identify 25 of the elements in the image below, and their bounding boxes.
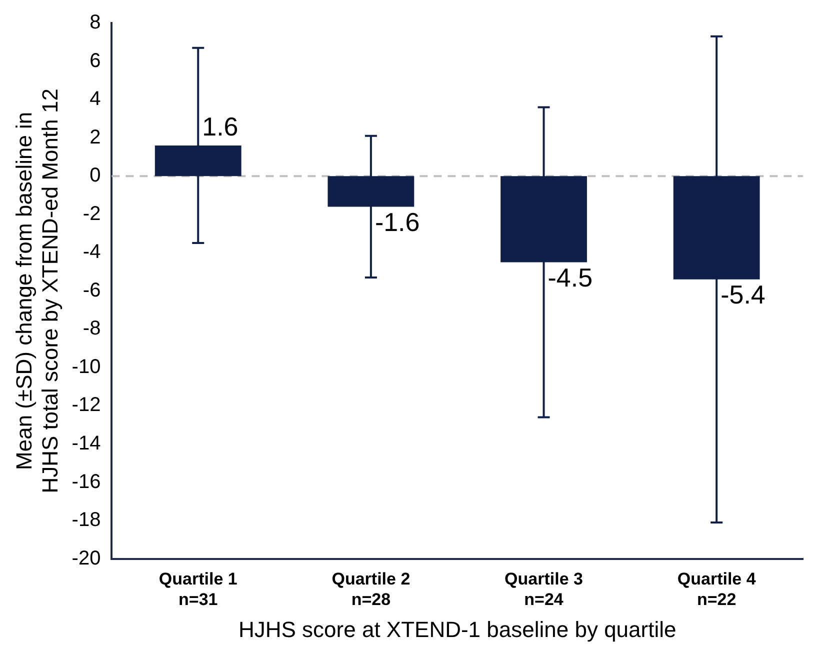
y-tick-label: -2: [82, 202, 101, 225]
data-label: 1.6: [202, 112, 238, 142]
x-tick-label: Quartile 1 n=31: [158, 570, 238, 610]
x-tick-label: Quartile 2 n=28: [332, 570, 410, 610]
y-tick-label: 4: [90, 88, 101, 110]
y-tick-label: -14: [72, 432, 101, 454]
y-tick-label: -20: [72, 547, 101, 570]
data-label: -4.5: [548, 262, 593, 292]
y-tick-label: -8: [82, 318, 101, 340]
y-tick-label: 6: [90, 50, 101, 72]
data-label: -5.4: [720, 280, 766, 310]
y-tick-label: 0: [90, 164, 101, 187]
x-tick-label: Quartile 4 n=22: [677, 570, 756, 610]
y-tick-label: -6: [82, 279, 101, 302]
y-axis-title: Mean (±SD) change from baseline in HJHS total score by XTEND-ed Month 12: [11, 88, 63, 494]
x-axis-title: HJHS score at XTEND-1 baseline by quartile: [238, 616, 676, 642]
y-tick-label: -4: [82, 241, 101, 264]
y-tick-label: 2: [90, 126, 101, 148]
y-tick-label: -18: [72, 509, 101, 532]
y-tick-label: -10: [72, 356, 101, 378]
y-tick-label: -12: [72, 394, 101, 416]
data-label: -1.6: [374, 206, 420, 237]
y-tick-label: -16: [72, 470, 101, 493]
x-tick-label: Quartile 3 n=24: [504, 570, 583, 610]
y-tick-label: 8: [90, 12, 101, 34]
